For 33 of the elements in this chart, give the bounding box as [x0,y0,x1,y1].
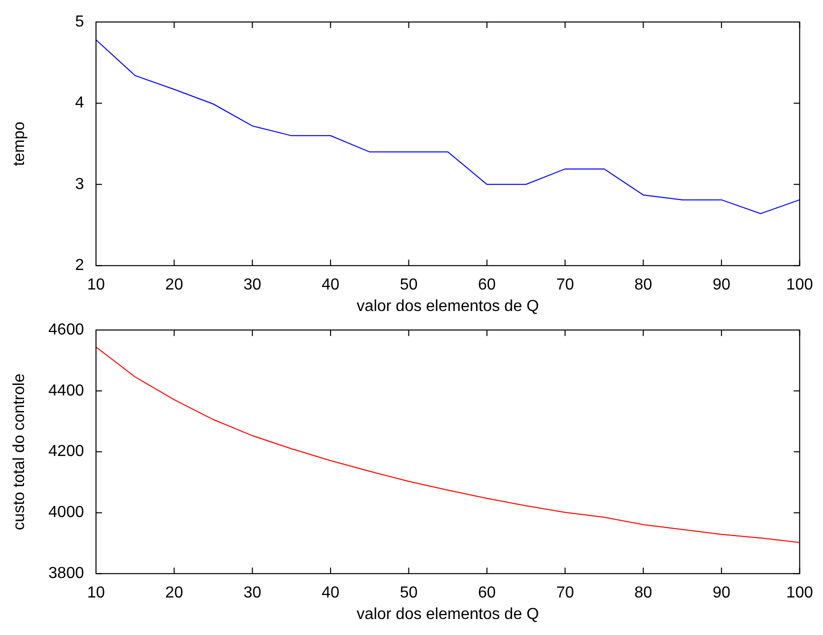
x-tick-label: 100 [786,584,814,602]
x-tick-label: 60 [478,584,496,602]
y-tick-label: 4200 [48,443,84,460]
y-tick-label: 5 [75,13,84,30]
x-tick-label: 90 [712,276,730,294]
x-tick-label: 80 [634,276,652,294]
x-tick-label: 100 [786,276,814,294]
y-tick-label: 2 [75,257,84,274]
x-tick-label: 40 [322,584,340,602]
x-tick-label: 20 [165,276,184,294]
y-tick-label: 4600 [48,321,84,338]
x-tick-label: 80 [634,584,652,602]
x-tick-label: 70 [556,584,574,602]
x-tick-label: 70 [556,276,574,294]
x-tick-label: 10 [87,584,105,602]
y-tick-label: 3 [75,176,84,193]
x-tick-label: 20 [165,584,184,602]
x-tick-label: 60 [478,276,496,294]
x-tick-label: 50 [400,276,418,294]
x-tick-label: 50 [400,584,418,602]
y-tick-label: 3800 [48,565,84,582]
y-tick-label: 4000 [48,504,84,522]
x-tick-label: 90 [712,584,730,602]
x-axis-title: valor dos elementos de Q [356,298,539,315]
y-tick-label: 4 [75,94,84,112]
x-axis-title: valor dos elementos de Q [356,606,539,623]
x-tick-label: 40 [322,276,340,294]
y-axis-title: custo total do controle [11,373,28,530]
y-axis-title: tempo [11,121,28,166]
x-tick-label: 10 [87,276,105,294]
x-tick-label: 30 [243,276,262,294]
y-tick-label: 4400 [48,382,84,400]
x-tick-label: 30 [243,584,262,602]
